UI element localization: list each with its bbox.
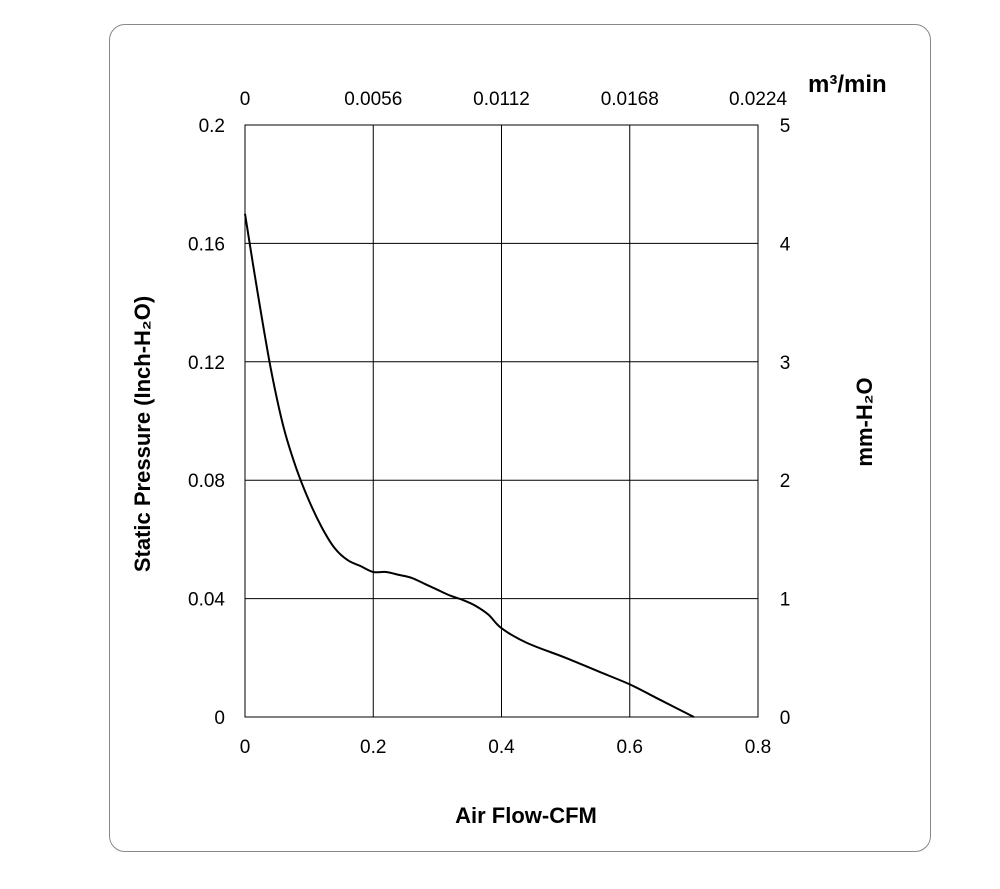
y-axis-title: Static Pressure (Inch-H₂O)	[130, 296, 155, 572]
y2-tick-label: 1	[780, 590, 791, 611]
x2-axis-title: m³/min	[808, 71, 887, 98]
y-tick-label: 0.2	[199, 116, 225, 137]
y2-axis-title: mm-H₂O	[852, 377, 877, 466]
pq-curve	[244, 213, 695, 718]
y-tick-label: 0	[214, 708, 225, 729]
x-tick-label: 0	[240, 737, 251, 758]
x-axis-title: Air Flow-CFM	[455, 803, 597, 828]
x-tick-label: 0.2	[360, 737, 386, 758]
y2-tick-label: 0	[780, 708, 791, 729]
x-tick-label: 0.4	[488, 737, 515, 758]
x2-tick-label: 0.0112	[473, 89, 530, 110]
y2-tick-label: 4	[780, 234, 791, 255]
x-tick-label: 0.8	[745, 737, 771, 758]
x2-tick-label: 0.0224	[729, 89, 788, 110]
x2-tick-label: 0.0056	[344, 89, 402, 110]
y-tick-label: 0.12	[188, 353, 225, 374]
x2-tick-label: 0	[240, 89, 251, 110]
x2-tick-label: 0.0168	[601, 89, 659, 110]
grid-lines	[245, 125, 758, 717]
y-tick-label: 0.08	[188, 471, 225, 492]
chart-frame	[109, 24, 931, 852]
y2-tick-label: 5	[780, 116, 791, 137]
y-tick-label: 0.04	[188, 590, 225, 611]
y2-tick-label: 2	[780, 471, 791, 492]
y2-tick-label: 3	[780, 353, 791, 374]
y-tick-label: 0.16	[188, 234, 225, 255]
x-tick-label: 0.6	[617, 737, 643, 758]
